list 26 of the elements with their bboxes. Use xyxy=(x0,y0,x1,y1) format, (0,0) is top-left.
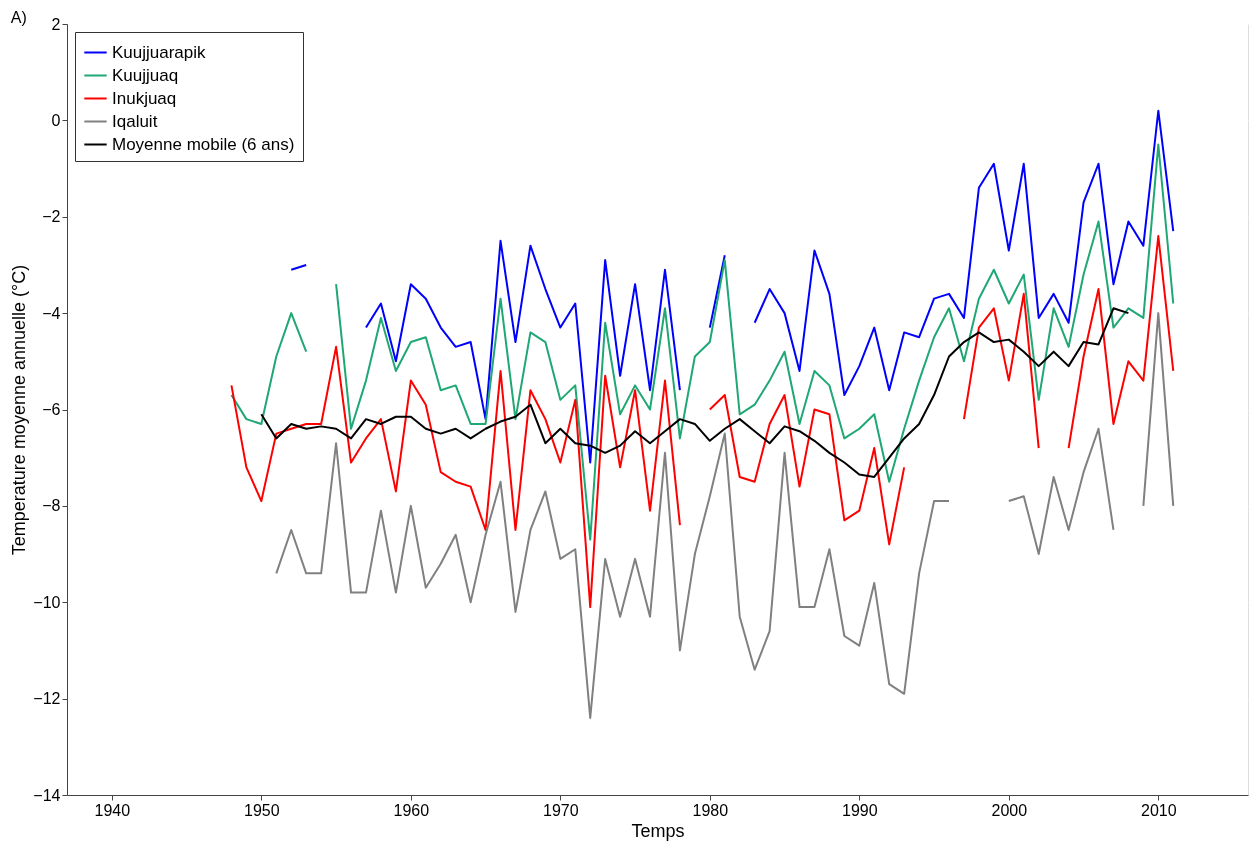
legend-label: Moyenne mobile (6 ans) xyxy=(112,134,295,154)
x-tick-label: 1960 xyxy=(393,801,430,819)
x-tick-label: 1950 xyxy=(244,801,280,819)
x-tick-label: 1940 xyxy=(94,801,131,819)
y-tick-label: 2 xyxy=(51,15,61,33)
y-axis-title: Temperature moyenne annuelle (°C) xyxy=(9,264,30,556)
y-tick-label: −6 xyxy=(42,401,61,418)
y-tick-label: −12 xyxy=(33,690,61,708)
x-tick-label: 2000 xyxy=(991,801,1028,819)
y-tick-label: −14 xyxy=(33,786,61,804)
legend-label: Kuujjuarapik xyxy=(112,42,207,62)
x-tick-label: 2010 xyxy=(1141,801,1177,819)
y-tick-label: 0 xyxy=(51,111,61,129)
x-tick-label: 1990 xyxy=(842,801,878,819)
y-tick-label: −8 xyxy=(42,497,61,515)
x-axis-title: Temps xyxy=(631,820,685,841)
legend-label: Inukjuaq xyxy=(112,88,177,108)
legend-label: Kuujjuaq xyxy=(112,65,179,85)
y-tick-label: −10 xyxy=(33,593,61,611)
legend-label: Iqaluit xyxy=(112,111,158,131)
y-tick-label: −4 xyxy=(42,304,61,322)
line-series xyxy=(260,307,1130,478)
y-tick-label: −2 xyxy=(42,208,61,226)
text: A) xyxy=(10,9,27,26)
x-tick-label: 1980 xyxy=(692,801,729,819)
x-tick-label: 1970 xyxy=(543,801,579,819)
